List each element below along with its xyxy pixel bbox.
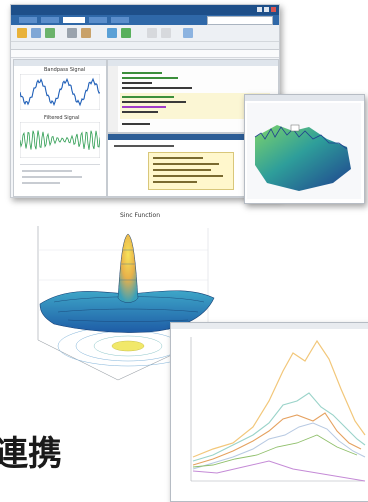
save-icon[interactable] [45, 28, 55, 38]
figure-pane-title [14, 60, 106, 66]
tab-apps[interactable] [63, 17, 85, 23]
tab-publish[interactable] [111, 17, 129, 23]
find-files-icon[interactable] [67, 28, 77, 38]
figure-pane: Bandpass Signal Filtered Signal [13, 59, 107, 197]
maximize-icon[interactable] [264, 7, 269, 12]
caption-text: 連携 [0, 434, 68, 474]
bandpass-signal-plot [20, 74, 100, 110]
help-icon[interactable] [183, 28, 193, 38]
open-icon[interactable] [31, 28, 41, 38]
plot-title-2: Filtered Signal [44, 115, 80, 121]
search-input[interactable] [207, 16, 273, 25]
close-icon[interactable] [271, 7, 276, 12]
caption-label: 連携 [0, 434, 62, 474]
run-section-icon[interactable] [121, 28, 131, 38]
new-script-icon[interactable] [17, 28, 27, 38]
minimize-icon[interactable] [257, 7, 262, 12]
editor-tab[interactable] [108, 60, 278, 66]
line-plot-figure-window[interactable] [170, 322, 368, 502]
window-titlebar [11, 5, 279, 15]
spectrum-surface-plot [247, 103, 361, 199]
editor-gutter [108, 66, 118, 132]
multi-series-line-plot [173, 331, 367, 499]
tab-home[interactable] [19, 17, 37, 23]
filtered-signal-plot [20, 122, 100, 158]
preferences-icon[interactable] [161, 28, 171, 38]
layout-icon[interactable] [147, 28, 157, 38]
tab-editor[interactable] [89, 17, 107, 23]
function-hint-popup [148, 152, 234, 190]
toolstrip-tabs [11, 15, 279, 25]
figure-titlebar [245, 95, 364, 101]
toolstrip-ribbon [11, 25, 279, 50]
spectrum-figure-window[interactable] [244, 94, 365, 204]
surface-title: Sinc Function [120, 212, 161, 219]
compare-icon[interactable] [81, 28, 91, 38]
figure-titlebar [171, 323, 368, 329]
tab-plots[interactable] [41, 17, 59, 23]
current-folder-bar[interactable] [11, 50, 279, 58]
matlab-desktop-window: Bandpass Signal Filtered Signal [10, 4, 280, 198]
plot-title-1: Bandpass Signal [44, 67, 86, 73]
data-tip [290, 124, 300, 132]
run-icon[interactable] [107, 28, 117, 38]
command-window-title [108, 134, 278, 140]
